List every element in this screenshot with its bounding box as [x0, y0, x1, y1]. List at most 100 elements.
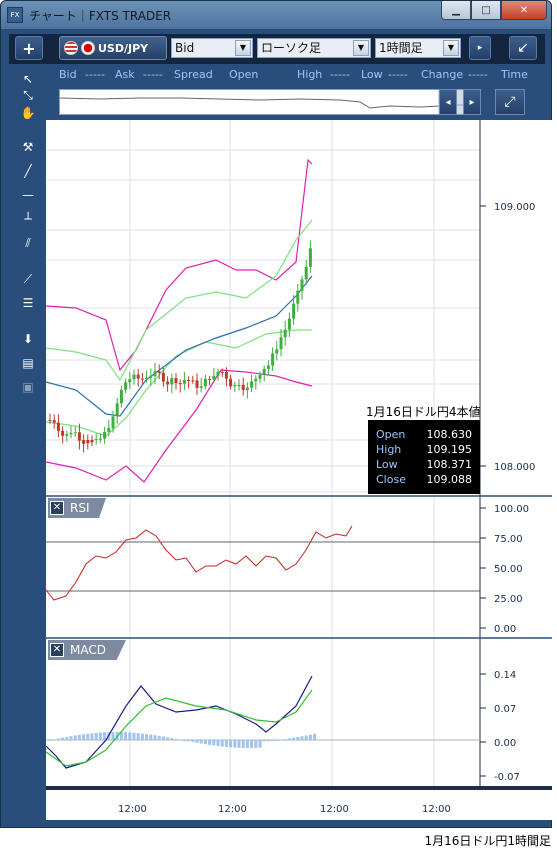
candle [266, 365, 270, 369]
maximize-icon: □ [481, 4, 491, 16]
close-button[interactable]: ✕ [501, 1, 547, 20]
ohlc-value: 109.195 [426, 443, 473, 456]
candle [98, 438, 102, 440]
close-icon[interactable]: ✕ [50, 501, 64, 515]
candle [128, 379, 132, 383]
candle [292, 303, 296, 319]
candle [275, 349, 279, 354]
macd-histogram-bar [287, 738, 291, 740]
price-type-select[interactable]: Bid ▼ [171, 38, 253, 58]
rsi-tick-label: 50.00 [494, 564, 523, 575]
zoom-fit-button[interactable]: ⤢ [495, 89, 525, 115]
timeline-border [46, 786, 552, 790]
title-bar[interactable]: FX チャート｜FXTS TRADER ▁ □ ✕ [1, 1, 551, 29]
vertical-line-tool[interactable]: ┴ [17, 209, 39, 229]
trendline-tool[interactable]: ╱ [17, 161, 39, 181]
bollinger-inner-lower [45, 329, 312, 437]
navigator-strip[interactable] [59, 89, 481, 115]
pointer-tool[interactable]: ↖ [17, 69, 39, 89]
chart-area[interactable]: 109.000 108.000 100.00 75.00 50.00 25.00 0.00 0… [45, 120, 552, 820]
crosshair-tool[interactable]: ⤡ [17, 85, 39, 105]
time-label: Time [501, 68, 528, 81]
vertical-line-icon: ┴ [24, 212, 32, 226]
macd-histogram-bar [145, 734, 149, 740]
trendline-icon: ╱ [24, 164, 32, 178]
candle [124, 382, 128, 390]
candle [191, 380, 195, 382]
macd-line [45, 675, 313, 769]
minimize-button[interactable]: ▁ [441, 1, 471, 20]
toolbar-scroll-button[interactable]: ▸ [469, 36, 491, 60]
navigator-right-button[interactable]: ▸ [463, 89, 481, 115]
macd-tick-label: -0.07 [494, 772, 520, 783]
maximize-button[interactable]: □ [471, 1, 501, 20]
rsi-tick-label: 0.00 [494, 624, 516, 635]
candle [187, 380, 191, 382]
download-tool[interactable]: ⬇ [17, 329, 39, 349]
list-tool[interactable]: ▤ [17, 353, 39, 373]
macd-histogram-bar [136, 733, 140, 740]
price-tick-label: 109.000 [494, 202, 535, 213]
bid-value: ----- [85, 68, 105, 81]
pin-tool[interactable]: ⚒ [17, 137, 39, 157]
candle [224, 372, 228, 379]
candle [90, 440, 94, 443]
candle [300, 279, 304, 291]
macd-histogram-bar [140, 733, 144, 740]
chevron-down-icon: ▼ [443, 40, 459, 56]
rsi-tag[interactable]: ✕ RSI [48, 498, 106, 518]
channel-tool[interactable]: ⫽ [17, 233, 39, 253]
us-flag-icon [64, 41, 78, 55]
time-tick-label: 12:00 [422, 804, 451, 815]
candle [279, 337, 283, 350]
macd-histogram-bar [283, 739, 287, 741]
candle [237, 385, 241, 387]
ohlc-key: Low [376, 458, 398, 471]
horizontal-line-tool[interactable]: — [17, 185, 39, 205]
add-chart-button[interactable]: + [15, 36, 43, 60]
macd-histogram-bar [128, 732, 132, 740]
candle [153, 371, 157, 377]
rsi-tick-label: 25.00 [494, 594, 523, 605]
parallel-lines-icon: ⫽ [25, 235, 31, 250]
fibonacci-tool[interactable]: ☰ [17, 293, 39, 313]
candle [69, 432, 73, 435]
macd-histogram-bar [313, 733, 317, 740]
chevron-down-icon: ▼ [235, 40, 251, 56]
macd-histogram-bar [212, 740, 216, 746]
camera-tool[interactable]: ▣ [17, 377, 39, 397]
timeframe-select[interactable]: 1時間足 ▼ [375, 38, 461, 58]
candle [271, 353, 275, 366]
bollinger-upper [45, 158, 313, 372]
fan-tool[interactable]: ⟋ [17, 269, 39, 289]
status-text: 1月16日ドル円1時間足 [424, 834, 551, 848]
symbol-button[interactable]: USD/JPY [59, 36, 167, 60]
candle [132, 374, 136, 380]
moving-average [45, 275, 313, 417]
hammer-icon: ⚒ [22, 140, 34, 154]
quote-bar: Bid ----- Ask ----- Spread Open High ---… [47, 67, 531, 83]
navigator-left-button[interactable]: ◂ [439, 89, 457, 115]
detach-button[interactable]: ↙ [509, 36, 537, 60]
macd-histogram-bar [224, 740, 228, 747]
close-icon[interactable]: ✕ [50, 643, 64, 657]
candle [94, 439, 98, 441]
candle [258, 374, 262, 379]
hand-tool[interactable]: ✋ [17, 103, 39, 123]
macd-histogram-bar [233, 740, 237, 748]
macd-histogram-bar [82, 734, 86, 740]
candle [262, 368, 266, 375]
low-label: Low [361, 68, 383, 81]
ohlc-box: Open 108.630 High 109.195 Low 108.371 Close… [368, 420, 480, 494]
macd-histogram-bar [170, 738, 174, 740]
chart-type-select[interactable]: ローソク足 ▼ [257, 38, 371, 58]
macd-histogram-bar [266, 740, 270, 742]
rsi-tick-label: 100.00 [494, 504, 529, 515]
macd-histogram-bar [262, 740, 266, 742]
candle [170, 378, 174, 385]
expand-icon: ⤢ [504, 94, 516, 110]
macd-tag[interactable]: ✕ MACD [48, 640, 126, 660]
change-value: ----- [468, 68, 488, 81]
high-value: ----- [330, 68, 350, 81]
macd-histogram-bar [77, 734, 81, 740]
